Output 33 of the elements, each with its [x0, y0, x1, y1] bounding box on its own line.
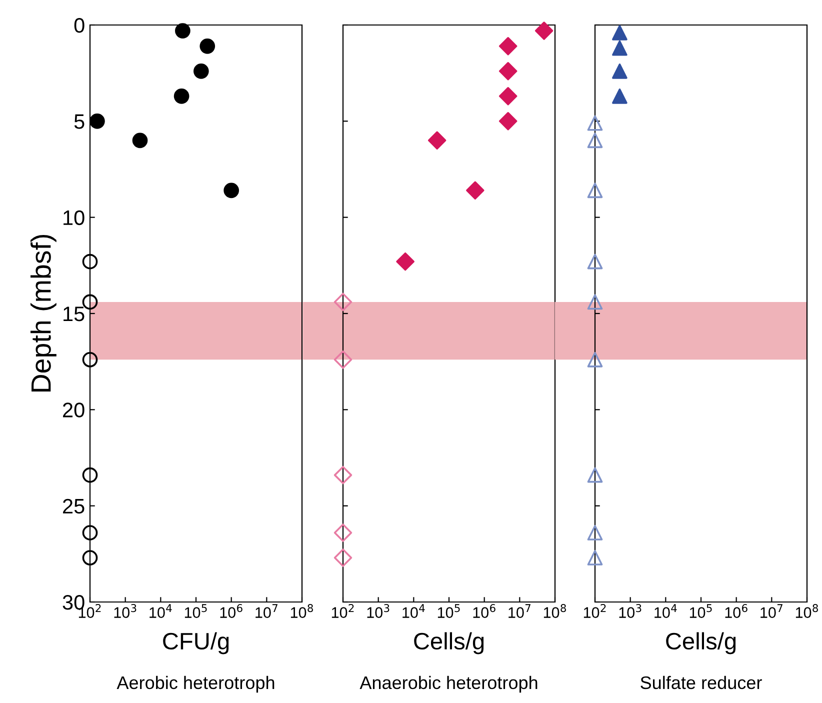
- x-tick-label: 10$^{8}$: [544, 604, 566, 618]
- x-axis-title: Cells/g: [666, 632, 736, 654]
- x-tick-label: 10$^{2}$: [584, 604, 606, 618]
- x-tick-label: 10$^{5}$: [438, 604, 460, 618]
- x-tick-label: 10$^{8}$: [796, 604, 818, 618]
- x-tick-label: 10$^{7}$: [760, 604, 782, 618]
- x-tick-label: 10$^{2}$: [332, 604, 354, 618]
- x-tick-label: 10$^{5}$: [690, 604, 712, 618]
- x-axis-title: Cells/g: [414, 632, 484, 654]
- y-axis-title: Depth (mbsf): [30, 234, 56, 392]
- x-tick-label: 10$^{3}$: [619, 604, 642, 618]
- x-tick-label: 10$^{8}$: [290, 604, 313, 618]
- y-tick-label: 15: [64, 306, 84, 322]
- y-tick-label: 0: [74, 18, 84, 33]
- x-tick-label: 10$^{4}$: [654, 604, 677, 618]
- text: Anaerobic heterotroph: [360, 676, 538, 693]
- x-tick-label: 10$^{4}$: [150, 604, 172, 618]
- x-tick-label: 10$^{3}$: [367, 604, 390, 618]
- text: Aerobic heterotroph: [116, 676, 274, 693]
- x-tick-label: 10$^{6}$: [473, 604, 496, 618]
- x-tick-label: 10$^{6}$: [725, 604, 748, 618]
- y-tick-label: 10: [64, 210, 84, 226]
- x-tick-label: 10$^{7}$: [508, 604, 530, 618]
- x-tick-label: 10$^{6}$: [220, 604, 242, 618]
- y-tick-label: 20: [63, 402, 84, 418]
- x-axis-title: CFU/g: [163, 632, 229, 654]
- text: Sulfate reducer: [640, 676, 762, 690]
- x-tick-label: 10$^{3}$: [114, 604, 136, 618]
- x-tick-label: 10$^{4}$: [402, 604, 425, 618]
- y-tick-label: 25: [63, 498, 84, 514]
- x-tick-label: 10$^{7}$: [256, 604, 278, 618]
- y-tick-label: 5: [74, 114, 84, 129]
- x-tick-label: 10$^{5}$: [184, 604, 207, 618]
